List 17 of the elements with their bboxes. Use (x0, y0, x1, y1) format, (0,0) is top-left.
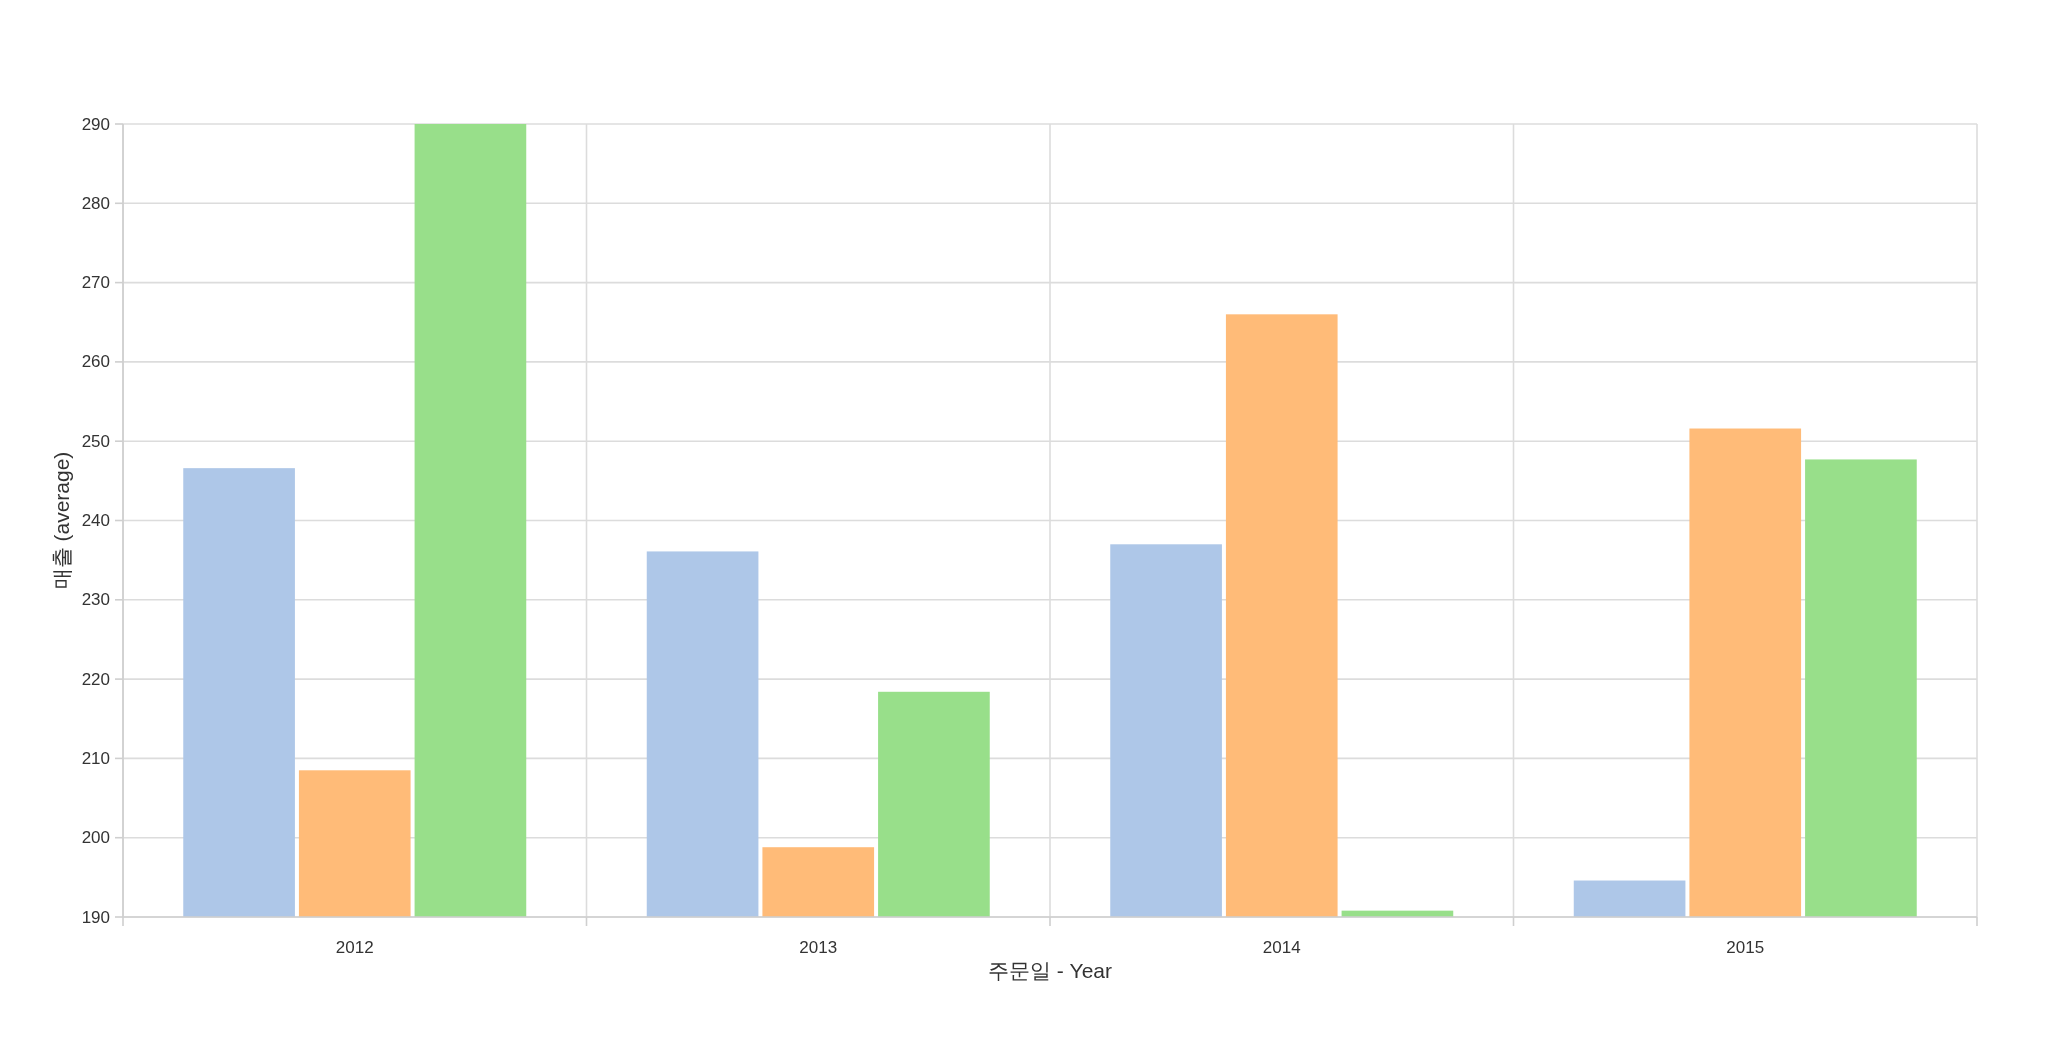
x-tick-label: 2012 (335, 937, 374, 957)
y-tick-label: 220 (81, 669, 110, 689)
y-tick-label: 290 (81, 114, 110, 134)
y-tick-label: 210 (81, 748, 110, 768)
y-tick-label: 280 (81, 193, 110, 213)
y-tick-label: 190 (81, 907, 110, 927)
x-axis-title: 주문일 - Year (987, 958, 1113, 982)
y-tick-label: 230 (81, 590, 110, 610)
y-tick-label: 240 (81, 511, 110, 530)
x-tick-label: 2015 (1726, 937, 1765, 957)
y-tick-label: 250 (81, 431, 110, 451)
y-tick-label: 260 (81, 352, 110, 372)
x-tick-label: 2013 (799, 937, 838, 957)
y-tick-label: 270 (81, 273, 110, 293)
x-tick-label: 2014 (1262, 937, 1301, 957)
y-axis-title: 매출 (average) (49, 451, 73, 590)
y-tick-label: 200 (81, 828, 110, 848)
